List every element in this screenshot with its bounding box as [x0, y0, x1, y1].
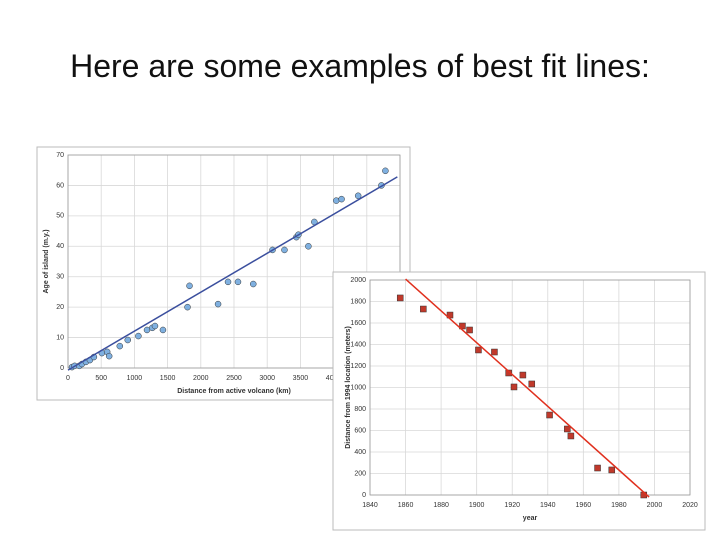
fit-line [67, 176, 398, 371]
y-tick-label: 1400 [350, 341, 366, 348]
data-point [420, 305, 427, 313]
plot-area [369, 279, 691, 496]
data-point [528, 380, 536, 388]
y-tick-label: 2000 [350, 277, 366, 284]
data-point [333, 197, 340, 204]
data-point [338, 195, 345, 203]
y-tick-label: 0 [362, 492, 366, 499]
x-tick-label: 1860 [398, 502, 414, 509]
data-point [519, 371, 527, 379]
data-point [608, 466, 616, 474]
y-tick-label: 30 [56, 274, 64, 281]
x-tick-label: 0 [66, 375, 70, 382]
data-point [214, 300, 222, 308]
y-tick-label: 50 [56, 213, 64, 220]
data-point [475, 346, 482, 354]
data-point [184, 303, 191, 311]
y-tick-label: 40 [56, 243, 64, 250]
data-point [594, 464, 601, 472]
y-axis-label: Distance from 1994 location (meters) [345, 326, 352, 449]
data-point [224, 278, 232, 286]
y-tick-label: 200 [354, 470, 366, 477]
data-point [116, 342, 124, 350]
y-tick-label: 10 [56, 334, 64, 341]
y-tick-label: 20 [56, 304, 64, 311]
x-tick-label: 3500 [293, 375, 309, 382]
data-point [186, 282, 193, 290]
x-tick-label: 1000 [127, 375, 143, 382]
data-point [105, 352, 113, 360]
x-tick-label: 2500 [226, 375, 242, 382]
data-point [135, 332, 142, 340]
x-axis-label: Distance from active volcano (km) [177, 388, 291, 395]
x-tick-label: 2000 [193, 375, 209, 382]
y-axis-label: Age of island (m.y.) [43, 229, 50, 293]
data-point [305, 243, 312, 250]
chart-panel: 0 200 400 600 800 1000 1200 1400 1600 1800 2000 184… [332, 271, 706, 531]
x-axis-label: year [523, 515, 538, 522]
x-tick-label: 1880 [433, 502, 449, 509]
data-point [151, 322, 159, 330]
data-point [250, 280, 257, 288]
y-tick-label: 800 [354, 406, 366, 413]
x-tick-label: 1980 [611, 502, 627, 509]
y-tick-label: 1600 [350, 320, 366, 327]
data-point [567, 432, 575, 440]
x-tick-label: 1500 [160, 375, 176, 382]
y-tick-label: 400 [354, 449, 366, 456]
x-tick-label: 1920 [504, 502, 520, 509]
data-point [354, 192, 362, 200]
y-tick-label: 1800 [350, 298, 366, 305]
y-tick-label: 60 [56, 182, 64, 189]
data-point [281, 246, 288, 254]
data-point [491, 348, 498, 356]
x-tick-label: 1940 [540, 502, 556, 509]
data-point [382, 167, 389, 175]
data-point [159, 326, 167, 334]
data-point [510, 383, 518, 391]
x-tick-label: 500 [95, 375, 107, 382]
data-point [546, 411, 553, 419]
plot-area [67, 154, 401, 369]
y-tick-label: 70 [56, 152, 64, 159]
x-tick-label: 1900 [469, 502, 485, 509]
y-tick-label: 0 [60, 365, 64, 372]
data-point [505, 369, 512, 377]
x-tick-label: 2020 [682, 502, 698, 509]
data-point [234, 278, 242, 286]
data-point [564, 425, 571, 433]
data-point [124, 336, 132, 344]
y-tick-label: 600 [354, 427, 366, 434]
data-point [466, 326, 473, 334]
y-tick-label: 1200 [350, 363, 366, 370]
x-tick-label: 2000 [647, 502, 663, 509]
y-tick-label: 1000 [350, 384, 366, 391]
x-tick-label: 1960 [576, 502, 592, 509]
x-tick-label: 1840 [362, 502, 378, 509]
fit-line [405, 278, 650, 498]
x-tick-label: 3000 [259, 375, 275, 382]
chart-frame [332, 271, 706, 531]
slide-title: Here are some examples of best fit lines… [70, 48, 650, 84]
data-point [396, 294, 404, 302]
